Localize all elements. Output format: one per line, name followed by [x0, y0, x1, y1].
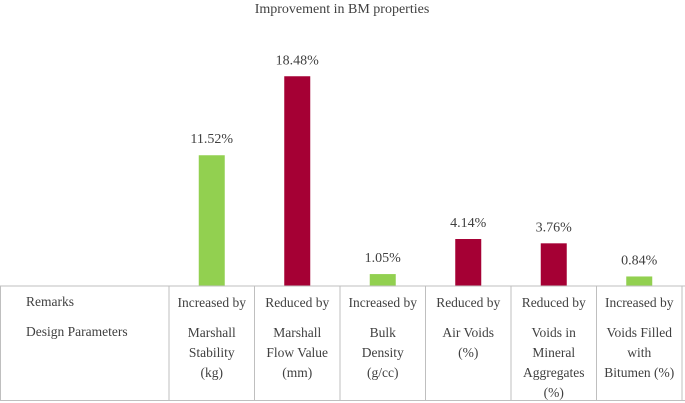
parameter-line: Voids in: [531, 325, 576, 340]
parameter-line: Flow Value: [266, 345, 329, 360]
parameter-line: Density: [361, 345, 404, 360]
parameter-line: Marshall: [187, 325, 236, 340]
remark-cell-2: Reduced by: [265, 295, 330, 310]
bar-2: [284, 76, 311, 286]
parameter-cell-1: Marshall Stability (kg): [169, 323, 255, 383]
parameter-line: Air Voids: [442, 325, 495, 340]
data-label-1: 11.52%: [190, 132, 233, 147]
parameter-line: (kg): [200, 365, 224, 380]
data-label-6: 0.84%: [621, 253, 658, 268]
row-label-design-parameters: Design Parameters: [26, 324, 128, 339]
parameter-line: (mm): [282, 365, 313, 380]
data-label-2: 18.48%: [276, 53, 320, 68]
bar-5: [540, 243, 567, 286]
parameter-line: (%): [543, 385, 564, 400]
remark-cell-6: Increased by: [604, 295, 674, 310]
parameter-line: Mineral: [532, 345, 576, 360]
bar-3: [369, 274, 396, 286]
parameter-line: Aggregates: [523, 365, 585, 380]
parameter-line: (g/cc): [367, 365, 399, 380]
remark-cell-3: Increased by: [348, 295, 418, 310]
parameter-line: Stability: [188, 345, 235, 360]
parameter-cell-6: Voids Filled with Bitumen (%): [597, 323, 683, 383]
remark-cell-5: Reduced by: [521, 295, 586, 310]
parameter-line: (%): [458, 345, 479, 360]
parameter-cell-4: Air Voids (%): [426, 323, 512, 363]
data-label-4: 4.14%: [450, 216, 487, 231]
chart-title: Improvement in BM properties: [255, 2, 430, 17]
parameter-line: Bitumen (%): [604, 365, 675, 380]
bar-4: [455, 239, 482, 286]
data-label-5: 3.76%: [536, 220, 573, 235]
remark-cell-4: Reduced by: [436, 295, 501, 310]
bar-6: [626, 276, 653, 286]
remark-cell-1: Increased by: [177, 295, 247, 310]
parameter-cell-2: Marshall Flow Value (mm): [255, 323, 341, 383]
parameter-line: Voids Filled: [606, 325, 672, 340]
bar-1: [198, 155, 225, 286]
parameter-line: Bulk: [369, 325, 396, 340]
data-label-3: 1.05%: [365, 251, 402, 266]
parameter-line: Marshall: [273, 325, 322, 340]
parameter-cell-3: Bulk Density (g/cc): [340, 323, 426, 383]
row-label-remarks: Remarks: [26, 294, 74, 309]
parameter-line: with: [627, 345, 652, 360]
parameter-cell-5: Voids in Mineral Aggregates (%): [511, 323, 597, 403]
